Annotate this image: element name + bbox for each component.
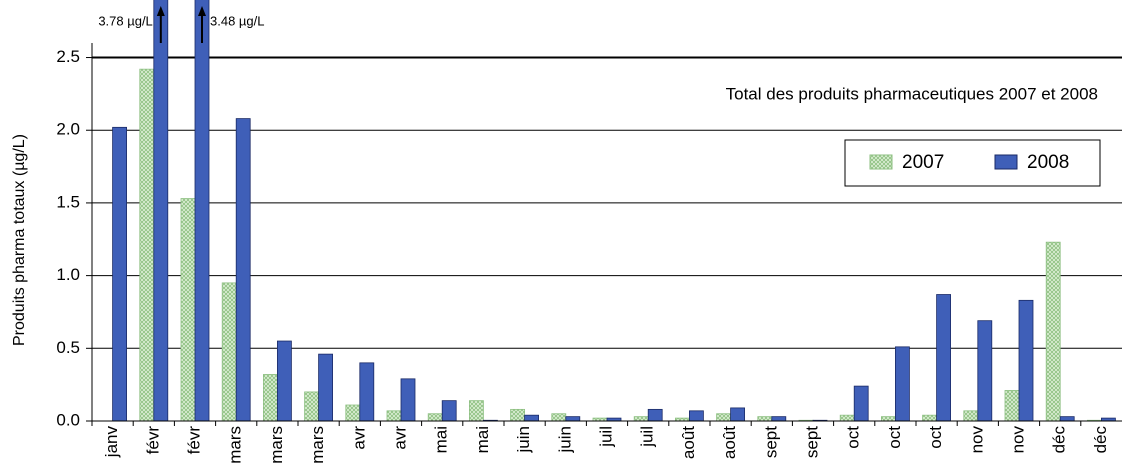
y-tick-label: 2.5 <box>56 47 80 66</box>
bar <box>881 416 896 422</box>
y-tick-label: 1.5 <box>56 192 80 211</box>
chart-title: Total des produits pharmaceutiques 2007 … <box>726 84 1098 103</box>
x-tick-label: oct <box>844 426 863 449</box>
bar <box>1004 390 1020 422</box>
y-tick-label: 2.0 <box>56 120 80 139</box>
bar <box>689 410 704 422</box>
bar <box>565 416 581 422</box>
bar <box>853 385 869 422</box>
bar <box>468 400 484 422</box>
y-axis-label: Produits pharma totaux (µg/L) <box>11 134 28 346</box>
bar <box>551 413 567 422</box>
x-tick-label: avr <box>390 426 409 450</box>
y-tick-label: 0.5 <box>56 338 80 357</box>
x-tick-label: nov <box>1008 426 1027 454</box>
bar <box>262 374 278 422</box>
bar <box>441 400 457 422</box>
x-tick-label: janv <box>102 426 121 459</box>
bar <box>359 362 375 422</box>
x-tick-label: déc <box>1091 426 1110 454</box>
x-tick-label: mars <box>308 426 327 464</box>
bar <box>400 378 416 422</box>
x-tick-label: août <box>720 426 739 459</box>
bar <box>221 282 237 422</box>
annotation: 3.78 µg/L <box>98 13 152 28</box>
bars <box>112 0 1116 422</box>
bar <box>647 408 663 422</box>
x-tick-label: juin <box>514 426 533 453</box>
legend-label: 2007 <box>902 152 944 173</box>
x-tick-label: déc <box>1050 426 1069 454</box>
bar <box>977 320 993 422</box>
x-tick-label: mai <box>432 426 451 453</box>
x-tick-label: juin <box>555 426 574 453</box>
bar <box>730 407 745 422</box>
bar <box>194 0 210 422</box>
x-tick-label: févr <box>184 426 203 455</box>
legend-swatch <box>869 154 893 170</box>
bar <box>386 410 402 422</box>
x-tick-label: févr <box>143 426 162 455</box>
x-tick-label: nov <box>967 426 986 454</box>
annotation: 3.48 µg/L <box>210 13 264 28</box>
x-tick-label: avr <box>349 426 368 450</box>
bar <box>963 410 979 422</box>
arrow-head <box>198 6 206 16</box>
bar <box>936 294 951 422</box>
bar <box>771 416 787 422</box>
x-tick-label: sept <box>761 426 780 458</box>
bar <box>112 126 127 422</box>
bar <box>304 391 320 422</box>
bar <box>922 414 937 422</box>
y-tick-label: 1.0 <box>56 265 80 284</box>
legend-swatch <box>994 154 1018 170</box>
y-tick-label: 0.0 <box>56 410 80 429</box>
legend-label: 2008 <box>1027 152 1069 173</box>
bar <box>1045 241 1061 422</box>
bar <box>276 340 292 422</box>
bar <box>510 408 526 422</box>
x-tick-label: juil <box>638 426 657 448</box>
bar <box>139 68 155 422</box>
bar <box>1018 299 1034 422</box>
x-tick-label: oct <box>885 426 904 449</box>
bar <box>757 416 773 422</box>
arrow-head <box>156 6 165 16</box>
bar <box>895 346 910 422</box>
bar <box>633 416 649 422</box>
x-tick-label: mai <box>473 426 492 453</box>
bar <box>524 414 539 422</box>
bar <box>153 0 169 422</box>
bar <box>235 118 251 422</box>
bar <box>427 413 443 422</box>
x-tick-label: mars <box>267 426 286 464</box>
x-tick-label: juil <box>596 426 615 448</box>
x-tick-label: mars <box>226 426 245 464</box>
bar <box>839 414 855 422</box>
bar <box>318 353 334 422</box>
x-tick-label: sept <box>802 426 821 458</box>
x-tick-label: oct <box>926 426 945 449</box>
bar <box>345 404 361 422</box>
bar <box>1059 416 1075 422</box>
x-tick-label: août <box>679 426 698 459</box>
bar <box>180 198 196 422</box>
bar <box>716 413 731 422</box>
